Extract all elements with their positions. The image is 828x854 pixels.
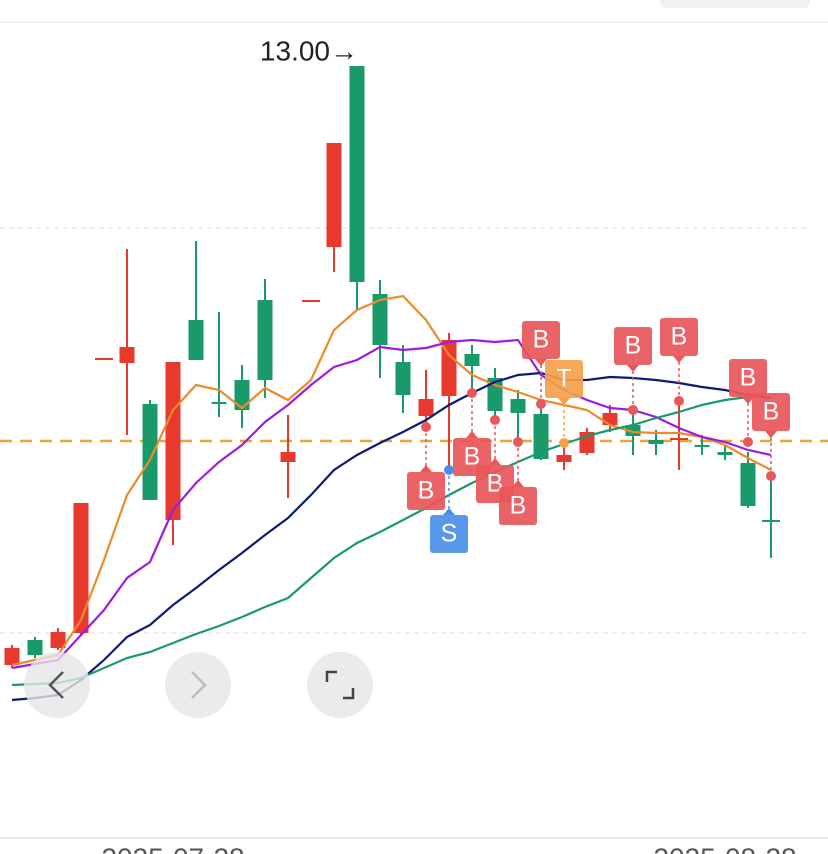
signal-box xyxy=(522,321,560,359)
signal-dot xyxy=(513,437,523,447)
x-tick-label: 2025-07-28 xyxy=(101,842,244,854)
signal-label: S xyxy=(441,520,458,548)
candle-body xyxy=(395,362,411,395)
ma-line xyxy=(11,294,772,667)
candle-body xyxy=(234,380,250,410)
signal-box xyxy=(614,327,652,365)
ma-line xyxy=(11,338,772,670)
candle-body xyxy=(165,362,181,520)
signal-dot xyxy=(421,422,431,432)
signal-label: B xyxy=(625,332,642,360)
signal-label: B xyxy=(418,477,435,505)
candle-body xyxy=(694,445,710,447)
candle-body xyxy=(95,358,113,360)
candle-body xyxy=(4,648,20,665)
candle-body xyxy=(188,320,204,360)
next-button[interactable] xyxy=(165,652,231,718)
candle-body xyxy=(670,438,688,440)
signal-label: B xyxy=(740,364,757,392)
signal-label: B xyxy=(533,326,550,354)
candle-body xyxy=(717,452,733,455)
max-price-label: 13.00→ xyxy=(260,35,358,66)
candle-body xyxy=(50,632,66,648)
signal-dot xyxy=(444,465,454,475)
candle-body xyxy=(533,414,549,459)
signal-dot xyxy=(628,405,638,415)
candle-body xyxy=(302,300,320,302)
signal-label: B xyxy=(464,443,481,471)
signal-dot xyxy=(743,437,753,447)
signal-label: B xyxy=(671,323,688,351)
candle-body xyxy=(602,413,618,425)
signal-pointer xyxy=(443,508,455,515)
signal-pointer xyxy=(765,431,777,438)
candle-body xyxy=(740,463,756,506)
candle-body xyxy=(119,347,135,363)
signal-pointer xyxy=(420,465,432,472)
signal-dot xyxy=(536,399,546,409)
prev-button[interactable] xyxy=(24,652,90,718)
candle-body xyxy=(372,294,388,345)
signal-pointer xyxy=(558,398,570,405)
signal-box xyxy=(729,359,767,397)
signal-label: T xyxy=(556,365,571,393)
controls xyxy=(24,652,373,718)
x-tick-label: 2025-08-28 xyxy=(653,842,796,854)
signal-dot xyxy=(674,396,684,406)
signal-pointer xyxy=(489,458,501,465)
candle-body xyxy=(142,404,158,500)
signal-pointer xyxy=(742,397,754,404)
signal-box xyxy=(660,318,698,356)
signal-pointer xyxy=(627,365,639,372)
candle-body xyxy=(326,143,342,247)
signal-pointer xyxy=(466,431,478,438)
candle-body xyxy=(418,399,434,416)
candle-body xyxy=(73,503,89,633)
signal-dot xyxy=(467,388,477,398)
signal-dot xyxy=(559,438,569,448)
fullscreen-button[interactable] xyxy=(307,652,373,718)
candle-body xyxy=(762,520,780,522)
candle-body xyxy=(625,425,641,436)
candle-body xyxy=(464,354,480,366)
candle-body xyxy=(648,440,664,444)
signal-pointer xyxy=(512,480,524,487)
signal-box xyxy=(407,472,445,510)
signal-pointer xyxy=(673,356,685,363)
signal-dot xyxy=(766,471,776,481)
signal-box xyxy=(499,487,537,525)
signal-box xyxy=(752,393,790,431)
signal-label: B xyxy=(510,492,527,520)
candle-body xyxy=(556,455,572,462)
candle-body xyxy=(211,402,227,404)
candle-body xyxy=(349,66,365,282)
top-tab[interactable] xyxy=(660,0,810,8)
ma-line xyxy=(11,395,749,687)
signal-box xyxy=(545,360,583,398)
signal-box xyxy=(430,515,468,553)
candle-body xyxy=(441,340,457,396)
signal-label: B xyxy=(763,398,780,426)
candle-body xyxy=(257,300,273,380)
signal-dot xyxy=(490,415,500,425)
candle-body xyxy=(510,399,526,413)
candle-body xyxy=(280,452,296,462)
candle-body xyxy=(27,640,43,655)
ma-line xyxy=(11,371,772,702)
signal-pointer xyxy=(535,359,547,366)
